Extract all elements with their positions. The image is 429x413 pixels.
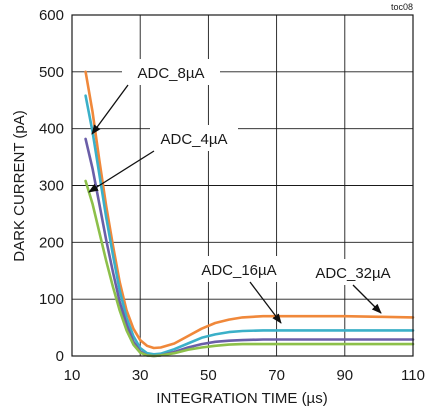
annotation-label: ADC_16µA (201, 262, 276, 279)
series-lines (84, 70, 415, 358)
annotation-label-bg (304, 259, 402, 285)
annotation-label-bg (150, 125, 238, 151)
chart-tag: toc08 (391, 2, 413, 12)
y-tick-label: 400 (39, 121, 64, 138)
y-tick-label: 600 (39, 7, 64, 24)
annotation-arrow (249, 281, 282, 324)
y-tick-label: 0 (56, 348, 64, 365)
y-tick-label: 500 (39, 64, 64, 81)
x-tick-label: 50 (200, 367, 217, 384)
annotation-label-bg (192, 256, 286, 282)
y-tick-label: 300 (39, 178, 64, 195)
x-tick-label: 90 (336, 367, 353, 384)
y-tick-label: 100 (39, 291, 64, 308)
annotation-arrow (352, 284, 382, 314)
annotations: ADC_8µA ADC_4µA ADC_16µA ADC_32µA (88, 59, 402, 324)
annotation-arrow (88, 150, 155, 193)
y-axis-label: DARK CURRENT (pA) (11, 110, 28, 261)
annotation-label-bg (122, 59, 220, 85)
plot-frame (71, 14, 414, 357)
annotation-arrow (91, 84, 129, 135)
annotation-label: ADC_32µA (315, 265, 390, 282)
x-axis-label: INTEGRATION TIME (µs) (156, 390, 327, 407)
annotation-label: ADC_8µA (137, 65, 204, 82)
series-line (84, 94, 415, 356)
x-tick-label: 30 (132, 367, 149, 384)
series-line (84, 70, 415, 350)
series-line (84, 179, 415, 358)
annotation-label: ADC_4µA (160, 131, 227, 148)
tick-labels: 10 30 50 70 90 110 0 100 200 300 400 500 600 (39, 7, 425, 384)
x-tick-label: 110 (401, 367, 425, 384)
x-tick-label: 70 (268, 367, 285, 384)
y-tick-label: 200 (39, 234, 64, 251)
x-tick-label: 10 (64, 367, 81, 384)
series-line (84, 137, 415, 358)
